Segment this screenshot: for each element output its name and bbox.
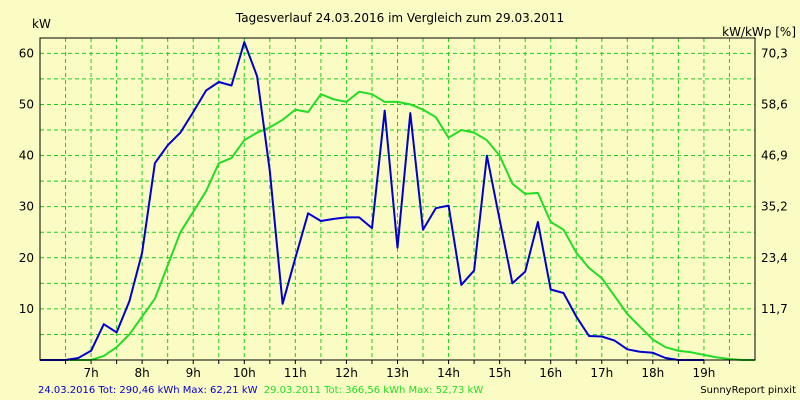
series-line-2011 <box>40 90 755 361</box>
svg-text:24.03.2016 Tot: 290,46 kWh Max: 24.03.2016 Tot: 290,46 kWh Max: 62,21 kW… <box>38 385 483 396</box>
grid <box>40 38 755 360</box>
series-lines <box>40 41 755 361</box>
y-tick-label-left: 30 <box>19 200 34 214</box>
x-tick-label: 9h <box>186 366 201 380</box>
footer-green-series-info: 29.03.2011 Tot: 366,56 kWh Max: 52,73 kW <box>264 385 484 396</box>
x-tick-label: 7h <box>83 366 98 380</box>
x-tick-label: 18h <box>641 366 664 380</box>
y-tick-label-left: 20 <box>19 251 34 265</box>
x-tick-label: 12h <box>335 366 358 380</box>
x-tick-label: 14h <box>437 366 460 380</box>
y-axis-right-label: kW/kWp [%] <box>722 25 796 39</box>
y-tick-label-left: 40 <box>19 149 34 163</box>
y-tick-label-right: 70,3 <box>761 46 788 60</box>
y-tick-label-right: 23,4 <box>761 251 788 265</box>
y-tick-label-left: 60 <box>19 46 34 60</box>
series-line-2016 <box>40 41 704 361</box>
tick-labels: 7h 8h 9h 10h 11h 12h 13h 14h 15h 16h 17h 18h 19h 10 20… <box>19 46 788 380</box>
x-tick-label: 19h <box>692 366 715 380</box>
x-tick-label: 16h <box>539 366 562 380</box>
y-tick-label-left: 10 <box>19 302 34 316</box>
footer-credit: SunnyReport pinxit <box>700 385 796 396</box>
footer-blue-series-info: 24.03.2016 Tot: 290,46 kWh Max: 62,21 kW <box>38 385 258 396</box>
y-tick-label-left: 50 <box>19 97 34 111</box>
chart-title: Tagesverlauf 24.03.2016 im Vergleich zum… <box>235 11 564 25</box>
y-tick-label-right: 35,2 <box>761 200 788 214</box>
y-tick-label-right: 11,7 <box>761 302 788 316</box>
y-tick-label-right: 46,9 <box>761 149 788 163</box>
plot-frame <box>39 37 756 361</box>
x-tick-label: 8h <box>135 366 150 380</box>
x-tick-label: 11h <box>284 366 307 380</box>
y-axis-left-label: kW <box>32 17 51 31</box>
x-tick-label: 15h <box>488 366 511 380</box>
x-tick-label: 17h <box>590 366 613 380</box>
x-tick-label: 13h <box>386 366 409 380</box>
y-tick-label-right: 58,6 <box>761 97 788 111</box>
x-tick-label: 10h <box>233 366 256 380</box>
